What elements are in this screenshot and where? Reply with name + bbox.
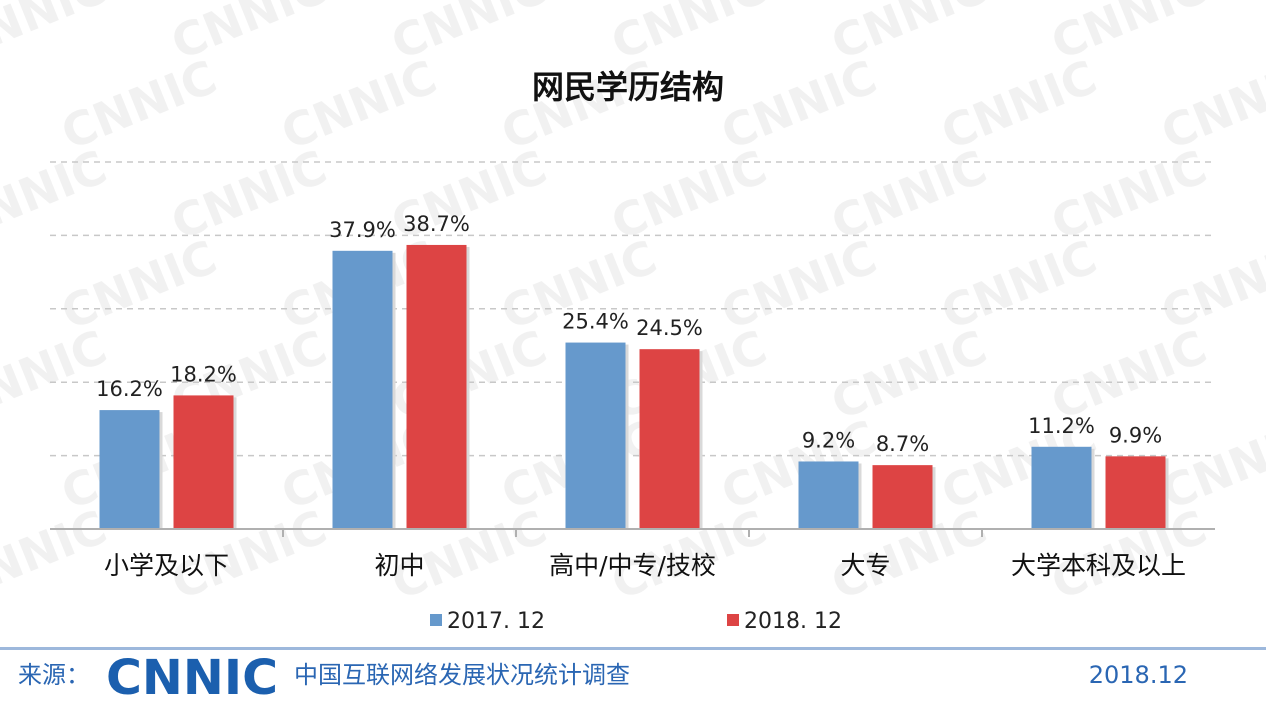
data-label: 11.2%	[1028, 414, 1095, 438]
bar-2018-3	[872, 465, 933, 529]
data-label: 25.4%	[562, 310, 629, 334]
bar-2017-2	[565, 342, 626, 529]
gridlines	[50, 161, 1215, 457]
org-name: 中国互联网络发展状况统计调查	[294, 661, 630, 689]
bar-2017-1	[332, 250, 393, 529]
bar-2018-1	[406, 244, 467, 529]
bar-2017-0	[99, 410, 160, 529]
category-label: 大学本科及以上	[1011, 551, 1186, 580]
data-label: 38.7%	[403, 212, 470, 236]
footer: 来源： CNNIC 中国互联网络发展状况统计调查 2018.12	[0, 640, 1266, 714]
source-label: 来源：	[18, 661, 90, 689]
footer-divider	[0, 647, 1266, 650]
footer-date: 2018.12	[1088, 661, 1188, 689]
legend-label: 2017. 12	[447, 609, 545, 634]
data-label: 37.9%	[329, 218, 396, 242]
bar-2017-3	[798, 461, 859, 529]
labels-group: 16.2% 18.2% 小学及以下 37.9% 38.7% 初中 25.4% 24.5% 高中/…	[96, 212, 1186, 580]
legend-label: 2018. 12	[744, 609, 842, 634]
bar-2018-0	[173, 395, 234, 529]
bar-2017-4	[1031, 446, 1092, 529]
legend-swatch	[430, 614, 442, 626]
legend: 2017. 12 2018. 12	[430, 609, 842, 634]
data-label: 16.2%	[96, 377, 163, 401]
bar-2018-2	[639, 349, 700, 529]
data-label: 9.9%	[1109, 423, 1162, 447]
bars-group	[99, 244, 1169, 529]
logo-text: CNNIC	[106, 654, 278, 700]
data-label: 24.5%	[636, 316, 703, 340]
cnnic-logo: CNNIC	[106, 654, 278, 700]
data-label: 8.7%	[876, 432, 929, 456]
category-label: 小学及以下	[104, 551, 229, 580]
chart-title: 网民学历结构	[532, 68, 724, 106]
data-label: 18.2%	[170, 362, 237, 386]
category-label: 大专	[840, 551, 890, 580]
bar-chart: 网民学历结构 16.2% 18.2% 小学及以下 37.9% 38.7% 初中 25.4% 2…	[50, 68, 1215, 634]
legend-swatch	[727, 614, 739, 626]
category-label: 初中	[374, 551, 424, 580]
category-label: 高中/中专/技校	[549, 551, 716, 580]
data-label: 9.2%	[802, 428, 855, 452]
bar-2018-4	[1105, 456, 1166, 529]
